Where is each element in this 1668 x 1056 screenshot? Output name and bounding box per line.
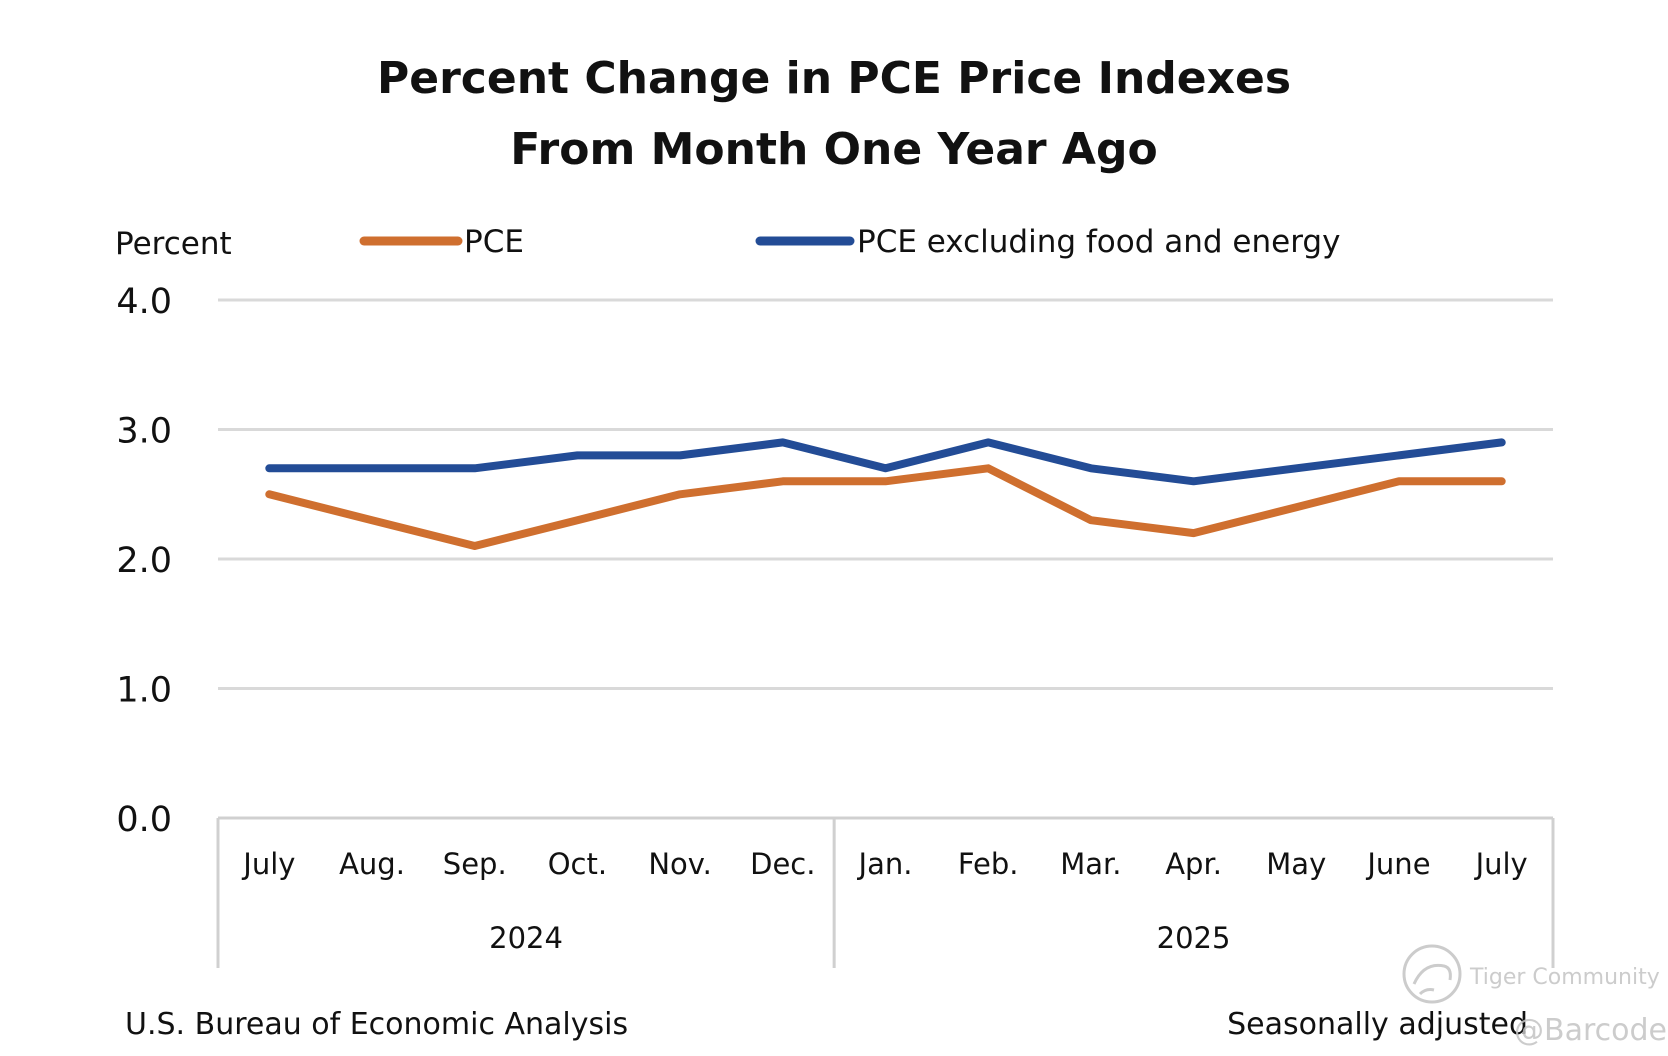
y-axis-label: Percent — [115, 226, 232, 262]
legend-label-pce-core: PCE excluding food and energy — [857, 224, 1340, 260]
data-point — [984, 464, 992, 472]
y-tick-label: 0.0 — [116, 800, 172, 840]
data-point — [676, 490, 684, 498]
x-tick-label: July — [1474, 847, 1528, 881]
x-tick-label: May — [1266, 847, 1326, 881]
x-group-label: 2024 — [489, 921, 563, 955]
data-point — [1498, 438, 1506, 446]
watermark: Tiger Community @Barcode — [1402, 944, 1667, 1048]
data-point — [779, 438, 787, 446]
data-point — [779, 477, 787, 485]
x-tick-label: Mar. — [1060, 847, 1121, 881]
y-tick-label: 1.0 — [116, 671, 172, 711]
chart-title-line-1: Percent Change in PCE Price Indexes — [377, 53, 1291, 104]
data-point — [1087, 516, 1095, 524]
data-point — [1395, 477, 1403, 485]
source-label: U.S. Bureau of Economic Analysis — [125, 1007, 628, 1042]
x-tick-label: Nov. — [648, 847, 712, 881]
x-group-label: 2025 — [1157, 921, 1231, 955]
y-tick-label: 4.0 — [116, 282, 172, 322]
data-point — [265, 464, 273, 472]
data-point — [265, 490, 273, 498]
series-lines — [265, 438, 1506, 550]
data-point — [1190, 529, 1198, 537]
x-tick-label: Oct. — [548, 847, 607, 881]
watermark-handle: @Barcode — [1514, 1013, 1667, 1048]
data-point — [368, 464, 376, 472]
category-axis: July Aug. Sep. Oct. Nov. Dec. Jan. Feb. Mar. Apr.… — [216, 816, 1555, 968]
data-point — [882, 464, 889, 472]
x-tick-label: Dec. — [750, 847, 815, 881]
data-point — [1395, 451, 1403, 459]
y-tick-labels: 0.0 1.0 2.0 3.0 4.0 — [116, 282, 172, 840]
data-point — [1190, 477, 1198, 485]
data-point — [1498, 477, 1506, 485]
data-point — [368, 516, 376, 524]
x-tick-label: June — [1365, 847, 1430, 881]
legend: PCE PCE excluding food and energy — [359, 224, 1340, 260]
x-tick-label: Aug. — [339, 847, 405, 881]
tiger-logo-icon — [1402, 944, 1462, 1004]
data-point — [676, 451, 684, 459]
data-point — [1292, 503, 1300, 511]
series-line-pce-core — [265, 438, 1506, 486]
data-point — [471, 464, 479, 472]
x-tick-label: Apr. — [1165, 847, 1222, 881]
gridlines — [218, 298, 1553, 690]
data-point — [573, 516, 581, 524]
x-tick-label: Sep. — [443, 847, 507, 881]
data-point — [471, 542, 479, 550]
chart-title-line-2: From Month One Year Ago — [510, 124, 1157, 175]
legend-label-pce: PCE — [464, 224, 524, 260]
data-point — [573, 451, 581, 459]
seasonally-adjusted-note: Seasonally adjusted — [1227, 1007, 1528, 1042]
y-tick-label: 3.0 — [116, 412, 172, 452]
watermark-community: Tiger Community — [1469, 965, 1660, 990]
data-point — [882, 477, 889, 485]
x-tick-label: July — [241, 847, 295, 881]
x-tick-label: Jan. — [857, 847, 913, 881]
y-tick-label: 2.0 — [116, 541, 172, 581]
data-point — [1087, 464, 1095, 472]
x-tick-label: Feb. — [958, 847, 1019, 881]
data-point — [1292, 464, 1300, 472]
data-point — [984, 438, 992, 446]
